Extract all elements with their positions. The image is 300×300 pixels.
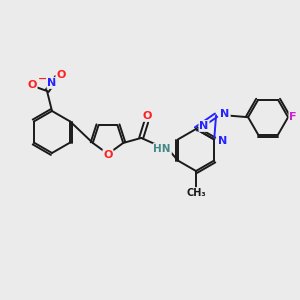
Text: N: N bbox=[47, 78, 57, 88]
Text: N: N bbox=[218, 136, 227, 146]
Text: O: O bbox=[142, 111, 152, 121]
Text: −: − bbox=[38, 74, 48, 84]
Text: N: N bbox=[220, 109, 230, 119]
Text: O: O bbox=[56, 70, 66, 80]
Text: O: O bbox=[103, 150, 113, 160]
Text: F: F bbox=[289, 112, 297, 122]
Text: +: + bbox=[57, 70, 65, 80]
Text: HN: HN bbox=[154, 144, 171, 154]
Text: O: O bbox=[27, 80, 37, 90]
Text: N: N bbox=[200, 121, 208, 131]
Text: CH₃: CH₃ bbox=[186, 188, 206, 198]
